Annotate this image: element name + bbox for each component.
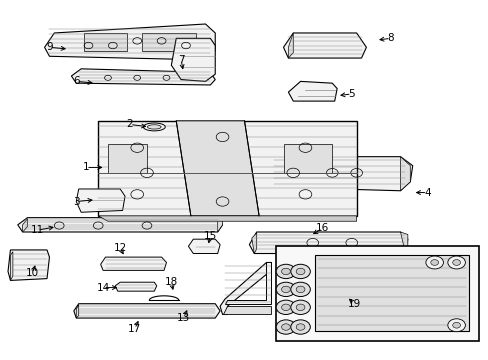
Polygon shape bbox=[288, 33, 293, 58]
Polygon shape bbox=[217, 219, 222, 232]
Polygon shape bbox=[283, 144, 331, 173]
Text: 4: 4 bbox=[423, 188, 430, 198]
Polygon shape bbox=[142, 33, 195, 51]
Polygon shape bbox=[400, 232, 407, 253]
Circle shape bbox=[296, 304, 305, 311]
Polygon shape bbox=[76, 189, 125, 212]
Text: 16: 16 bbox=[315, 224, 328, 233]
Polygon shape bbox=[251, 233, 256, 253]
Polygon shape bbox=[18, 218, 222, 232]
Circle shape bbox=[290, 264, 310, 279]
Circle shape bbox=[296, 286, 305, 293]
Polygon shape bbox=[400, 157, 409, 191]
Circle shape bbox=[290, 282, 310, 297]
Bar bbox=[276, 246, 478, 341]
Polygon shape bbox=[224, 262, 271, 304]
Circle shape bbox=[276, 282, 295, 297]
Polygon shape bbox=[44, 24, 215, 60]
Polygon shape bbox=[268, 157, 412, 191]
Polygon shape bbox=[249, 232, 407, 253]
Text: 11: 11 bbox=[31, 225, 44, 235]
Text: 13: 13 bbox=[177, 313, 190, 323]
Polygon shape bbox=[71, 69, 215, 85]
Circle shape bbox=[430, 260, 438, 265]
Text: 14: 14 bbox=[96, 283, 109, 293]
Polygon shape bbox=[83, 33, 127, 51]
Text: 18: 18 bbox=[164, 277, 178, 287]
Polygon shape bbox=[176, 121, 259, 216]
Circle shape bbox=[447, 319, 465, 332]
Circle shape bbox=[281, 324, 290, 330]
Circle shape bbox=[296, 324, 305, 330]
Text: 10: 10 bbox=[26, 268, 39, 278]
Polygon shape bbox=[98, 121, 356, 216]
Polygon shape bbox=[315, 255, 468, 330]
Text: 3: 3 bbox=[73, 197, 80, 207]
Polygon shape bbox=[22, 219, 27, 232]
Polygon shape bbox=[222, 306, 271, 315]
Text: 5: 5 bbox=[348, 89, 354, 99]
Circle shape bbox=[276, 320, 295, 334]
Ellipse shape bbox=[147, 125, 161, 129]
Circle shape bbox=[452, 260, 460, 265]
Polygon shape bbox=[115, 282, 157, 291]
Text: 7: 7 bbox=[178, 55, 184, 65]
Text: 19: 19 bbox=[347, 299, 360, 309]
Circle shape bbox=[296, 268, 305, 275]
Text: 9: 9 bbox=[46, 42, 53, 52]
Text: 6: 6 bbox=[73, 76, 80, 86]
Ellipse shape bbox=[143, 123, 165, 131]
Polygon shape bbox=[273, 158, 278, 187]
Polygon shape bbox=[220, 262, 271, 315]
Circle shape bbox=[425, 256, 443, 269]
Circle shape bbox=[276, 264, 295, 279]
Polygon shape bbox=[188, 239, 220, 253]
Polygon shape bbox=[10, 252, 13, 280]
Polygon shape bbox=[76, 305, 79, 318]
Circle shape bbox=[290, 300, 310, 315]
Polygon shape bbox=[171, 39, 215, 81]
Circle shape bbox=[281, 286, 290, 293]
Circle shape bbox=[281, 304, 290, 311]
Polygon shape bbox=[98, 216, 356, 221]
Circle shape bbox=[447, 256, 465, 269]
Text: 15: 15 bbox=[203, 231, 217, 240]
Text: 1: 1 bbox=[82, 162, 89, 172]
Circle shape bbox=[281, 268, 290, 275]
Text: 17: 17 bbox=[128, 324, 141, 334]
Polygon shape bbox=[108, 144, 147, 173]
Polygon shape bbox=[101, 257, 166, 270]
Circle shape bbox=[276, 300, 295, 315]
Polygon shape bbox=[74, 304, 220, 318]
Text: 2: 2 bbox=[126, 120, 133, 129]
Text: 8: 8 bbox=[386, 33, 393, 43]
Circle shape bbox=[452, 322, 460, 328]
Text: 12: 12 bbox=[113, 243, 126, 253]
Polygon shape bbox=[288, 81, 336, 101]
Polygon shape bbox=[8, 250, 49, 280]
Polygon shape bbox=[283, 33, 366, 58]
Circle shape bbox=[290, 320, 310, 334]
